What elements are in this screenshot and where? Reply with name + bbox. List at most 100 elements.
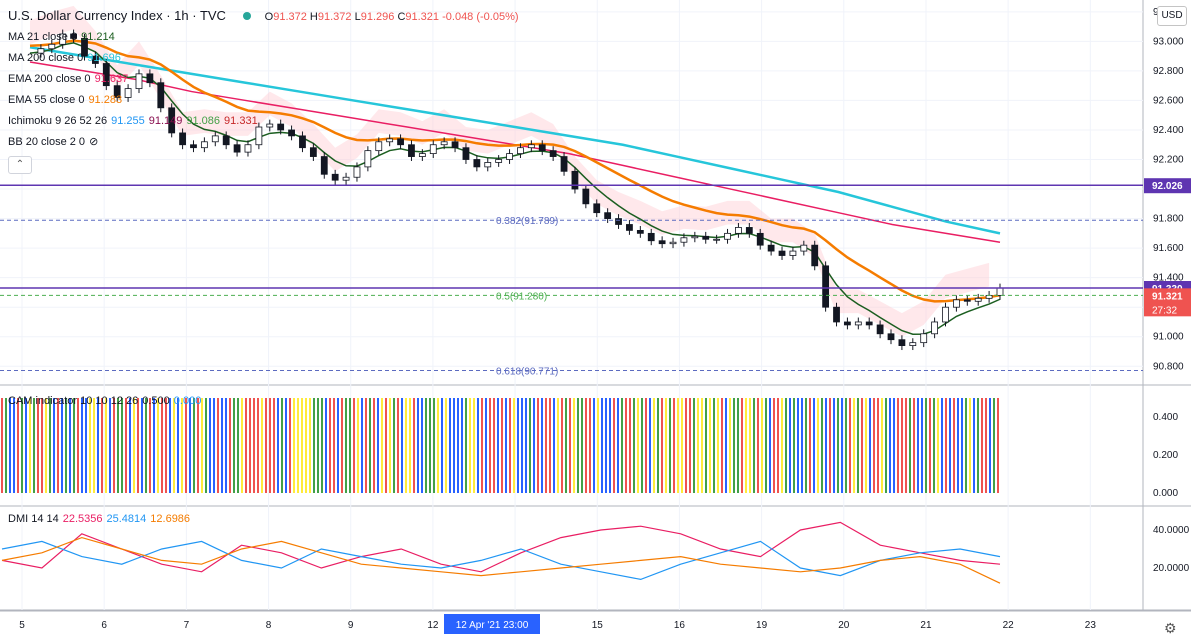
- candle-body: [942, 306, 949, 323]
- dmi-adx-line: [1, 536, 1001, 584]
- candle-body: [146, 73, 154, 84]
- time-tick-label: 16: [674, 620, 686, 631]
- candle-body: [495, 159, 503, 163]
- candle-body: [778, 250, 786, 256]
- candle-body: [527, 144, 535, 149]
- candle-body: [200, 141, 208, 149]
- candle-body: [713, 238, 721, 241]
- candle-body: [353, 166, 361, 178]
- price-tick-label: 92.400: [1153, 125, 1184, 136]
- currency-badge[interactable]: USD: [1157, 6, 1187, 26]
- candle-body: [920, 333, 928, 344]
- candle-body: [833, 306, 840, 323]
- candle-body: [571, 170, 579, 190]
- legend-ma200[interactable]: MA 200 close 0 91.696: [8, 52, 121, 64]
- crosshair-time-label: 12 Apr '21 23:00: [456, 620, 529, 631]
- candle-body: [953, 299, 960, 308]
- candle-body: [418, 153, 426, 157]
- candle-body: [593, 203, 601, 214]
- price-label-price: 91.321: [1152, 291, 1183, 302]
- legend-ema55[interactable]: EMA 55 close 0 91.283: [8, 94, 123, 106]
- symbol-title[interactable]: U.S. Dollar Currency Index · 1h · TVC: [8, 8, 226, 23]
- candle-body: [669, 241, 677, 245]
- candle-body: [724, 232, 731, 240]
- candle-body: [604, 212, 612, 219]
- fib-label: 0.5(91.280): [496, 291, 547, 302]
- price-tick-label: 91.400: [1153, 273, 1184, 284]
- candle-body: [974, 297, 982, 302]
- market-status-icon: [243, 12, 252, 20]
- candle-body: [800, 244, 808, 252]
- candle-body: [909, 342, 917, 346]
- time-tick-label: 21: [920, 620, 932, 631]
- candle-body: [91, 55, 99, 64]
- candle-body: [386, 138, 394, 143]
- candle-body: [615, 218, 622, 225]
- dmi-plus-di-line: [1, 521, 1001, 573]
- candle-body: [473, 159, 481, 168]
- candle-body: [408, 144, 415, 157]
- legend-cam[interactable]: CAM indicator 10 10 12 26 0.500 0.000: [8, 395, 202, 407]
- candle-body: [658, 240, 666, 245]
- collapse-legend-button[interactable]: ⌃: [8, 156, 32, 174]
- legend-ema200[interactable]: EMA 200 close 0 91.637: [8, 73, 129, 85]
- fib-label: 0.618(90.771): [496, 367, 558, 378]
- time-tick-label: 7: [184, 620, 190, 631]
- candle-body: [37, 48, 45, 54]
- candle-body: [549, 150, 557, 157]
- legend-ichimoku[interactable]: Ichimoku 9 26 52 26 91.255 91.149 91.086 91.…: [8, 115, 258, 127]
- candle-body: [865, 321, 873, 326]
- candle-body: [320, 156, 328, 175]
- candle-body: [517, 147, 524, 154]
- candle-body: [756, 232, 764, 246]
- time-tick-label: 22: [1003, 620, 1015, 631]
- legend-ma21[interactable]: MA 21 close 0 91.214: [8, 31, 115, 43]
- time-tick-label: 6: [101, 620, 107, 631]
- candle-body: [233, 144, 241, 153]
- price-tick-label: 92.200: [1153, 155, 1184, 166]
- candle-body: [811, 244, 819, 267]
- candle-body: [48, 43, 56, 50]
- candle-body: [397, 138, 404, 146]
- candle-body: [309, 147, 317, 157]
- candle-body: [876, 324, 884, 335]
- dmi-tick-label: 40.0000: [1153, 525, 1190, 536]
- candle-body: [157, 82, 165, 109]
- ichimoku-cloud: [30, 5, 990, 337]
- candle-body: [342, 176, 350, 181]
- candle-body: [735, 227, 742, 234]
- candle-body: [636, 229, 644, 234]
- cam-tick-label: 0.200: [1153, 450, 1178, 461]
- candle-body: [211, 135, 219, 143]
- time-tick-label: 15: [592, 620, 604, 631]
- legend-bb[interactable]: BB 20 close 2 0 ⊘: [8, 136, 99, 148]
- candle-body: [702, 235, 710, 240]
- candle-body: [898, 339, 906, 347]
- header-row: U.S. Dollar Currency Index · 1h · TVC O9…: [8, 8, 519, 23]
- cam-tick-label: 0.400: [1153, 412, 1178, 423]
- candle-body: [931, 321, 939, 335]
- candle-body: [451, 141, 459, 149]
- candle-body: [844, 321, 851, 326]
- candle-body: [440, 141, 448, 146]
- candle-body: [996, 287, 1004, 296]
- time-tick-label: 9: [348, 620, 354, 631]
- cam-tick-label: 0.000: [1153, 488, 1178, 499]
- time-tick-label: 23: [1085, 620, 1097, 631]
- eye-hidden-icon[interactable]: ⊘: [89, 136, 99, 148]
- candle-body: [789, 250, 797, 256]
- price-label-box-resistance: [1144, 178, 1191, 194]
- candle-body: [429, 144, 437, 155]
- candle-body: [70, 33, 77, 39]
- gear-icon[interactable]: ⚙: [1164, 620, 1177, 636]
- candle-body: [364, 150, 372, 168]
- candle-body: [255, 126, 263, 146]
- candle-body: [81, 38, 88, 57]
- legend-dmi[interactable]: DMI 14 14 22.5356 25.4814 12.6986: [8, 513, 191, 525]
- dmi-minus-di-line: [1, 540, 1001, 581]
- candle-body: [484, 162, 492, 168]
- candle-body: [190, 144, 197, 149]
- candle-body: [745, 227, 753, 234]
- price-tick-label: 91.000: [1153, 332, 1184, 343]
